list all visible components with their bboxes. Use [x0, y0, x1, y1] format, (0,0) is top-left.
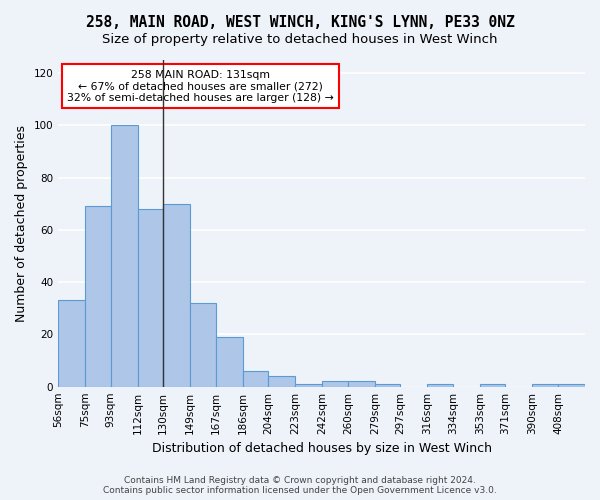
Bar	[85, 206, 111, 386]
Bar	[190, 303, 216, 386]
Text: 258, MAIN ROAD, WEST WINCH, KING'S LYNN, PE33 0NZ: 258, MAIN ROAD, WEST WINCH, KING'S LYNN,…	[86, 15, 514, 30]
Bar	[375, 384, 400, 386]
Text: Contains HM Land Registry data © Crown copyright and database right 2024.
Contai: Contains HM Land Registry data © Crown c…	[103, 476, 497, 495]
Y-axis label: Number of detached properties: Number of detached properties	[15, 125, 28, 322]
Bar	[322, 382, 348, 386]
X-axis label: Distribution of detached houses by size in West Winch: Distribution of detached houses by size …	[152, 442, 491, 455]
Bar	[163, 204, 190, 386]
Bar	[137, 209, 163, 386]
Bar	[295, 384, 322, 386]
Bar	[427, 384, 453, 386]
Bar	[58, 300, 85, 386]
Text: Size of property relative to detached houses in West Winch: Size of property relative to detached ho…	[102, 32, 498, 46]
Bar	[243, 371, 268, 386]
Text: 258 MAIN ROAD: 131sqm
← 67% of detached houses are smaller (272)
32% of semi-det: 258 MAIN ROAD: 131sqm ← 67% of detached …	[67, 70, 334, 103]
Bar	[532, 384, 558, 386]
Bar	[558, 384, 585, 386]
Bar	[111, 126, 137, 386]
Bar	[268, 376, 295, 386]
Bar	[216, 337, 243, 386]
Bar	[480, 384, 505, 386]
Bar	[348, 382, 375, 386]
